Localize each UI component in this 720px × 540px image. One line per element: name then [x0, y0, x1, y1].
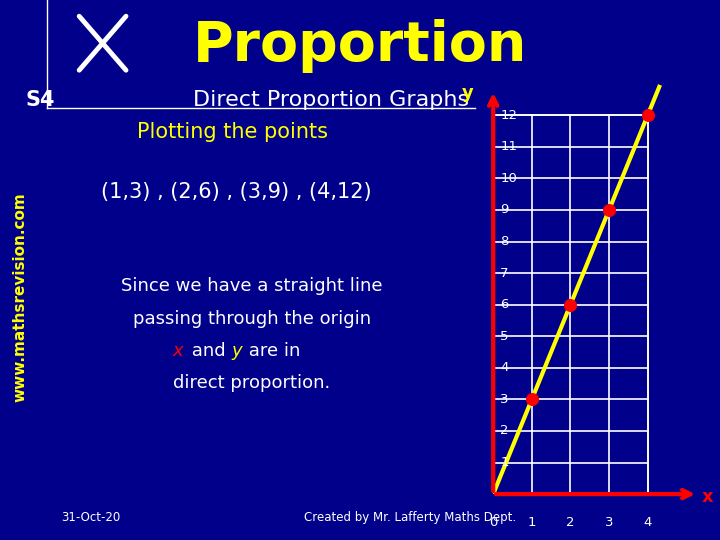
Text: S4: S4 — [25, 90, 55, 110]
Text: 2: 2 — [566, 516, 575, 529]
Text: Created by Mr. Lafferty Maths Dept.: Created by Mr. Lafferty Maths Dept. — [305, 511, 516, 524]
Text: 11: 11 — [500, 140, 517, 153]
Text: x: x — [702, 488, 714, 507]
Text: 1: 1 — [500, 456, 508, 469]
Text: x: x — [173, 342, 184, 360]
Point — [603, 206, 615, 214]
Text: 7: 7 — [500, 267, 508, 280]
Text: (1,3) , (2,6) , (3,9) , (4,12): (1,3) , (2,6) , (3,9) , (4,12) — [101, 181, 372, 202]
Text: 4: 4 — [644, 516, 652, 529]
Text: 0: 0 — [489, 516, 498, 529]
Text: y: y — [462, 84, 474, 102]
Text: passing through the origin: passing through the origin — [133, 309, 371, 328]
Text: Since we have a straight line: Since we have a straight line — [121, 277, 383, 295]
Text: 8: 8 — [500, 235, 508, 248]
Text: and: and — [186, 342, 231, 360]
Text: direct proportion.: direct proportion. — [174, 374, 330, 393]
Text: Direct Proportion Graphs: Direct Proportion Graphs — [193, 90, 469, 110]
Text: 4: 4 — [500, 361, 508, 374]
Text: y: y — [232, 342, 243, 360]
Text: 3: 3 — [500, 393, 508, 406]
Point — [642, 111, 654, 119]
Text: 9: 9 — [500, 204, 508, 217]
Text: 1: 1 — [528, 516, 536, 529]
Text: www.mathsrevision.com: www.mathsrevision.com — [13, 192, 27, 402]
Text: 3: 3 — [605, 516, 613, 529]
Text: 12: 12 — [500, 109, 517, 122]
Text: 2: 2 — [500, 424, 508, 437]
Text: 5: 5 — [500, 330, 508, 343]
Point — [564, 300, 576, 309]
Point — [526, 395, 538, 404]
Text: are in: are in — [243, 342, 301, 360]
Text: 6: 6 — [500, 298, 508, 311]
Text: 31-Oct-20: 31-Oct-20 — [61, 511, 120, 524]
Text: 10: 10 — [500, 172, 517, 185]
Text: Plotting the points: Plotting the points — [137, 122, 328, 143]
Text: Proportion: Proportion — [193, 19, 527, 73]
